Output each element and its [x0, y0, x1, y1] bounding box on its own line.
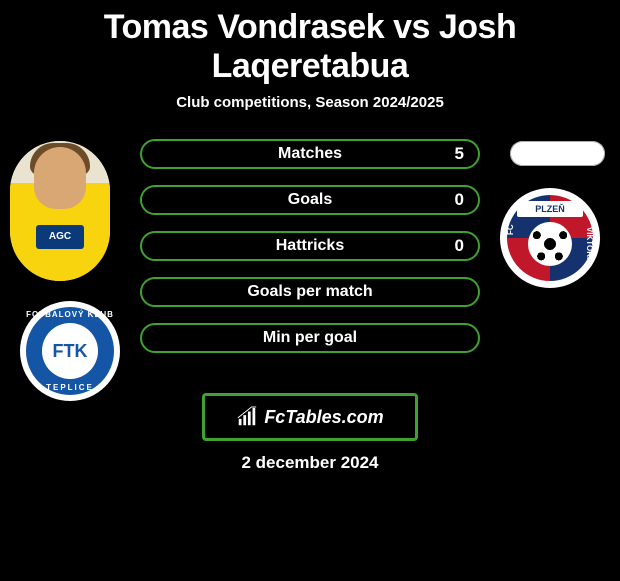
footer-date: 2 december 2024: [0, 453, 620, 473]
plzen-banner: PLZEŇ: [517, 201, 583, 217]
stat-row-matches: Matches 5: [140, 139, 480, 169]
comparison-canvas: AGC FOTBALOVÝ KLUB TEPLICE FTK PLZEŇ FC …: [0, 111, 620, 581]
teplice-ring-bottom: TEPLICE: [26, 383, 114, 392]
stat-row-goals-per-match: Goals per match: [140, 277, 480, 307]
stat-label: Goals: [288, 191, 332, 209]
teplice-ring-top: FOTBALOVÝ KLUB: [26, 310, 114, 319]
club1-logo: FOTBALOVÝ KLUB TEPLICE FTK: [20, 301, 120, 401]
page-title: Tomas Vondrasek vs Josh Laqeretabua: [0, 0, 620, 86]
plzen-side-left: FC: [506, 224, 515, 235]
subtitle: Club competitions, Season 2024/2025: [0, 94, 620, 111]
stat-row-goals: Goals 0: [140, 185, 480, 215]
plzen-badge-outer: PLZEŇ FC VIKTORIA: [504, 192, 596, 284]
teplice-badge-outer: FOTBALOVÝ KLUB TEPLICE FTK: [26, 307, 114, 395]
brand-text: FcTables.com: [264, 407, 383, 428]
player2-photo-placeholder: [510, 141, 605, 166]
player1-photo: AGC: [10, 141, 110, 281]
player1-name: Tomas Vondrasek: [104, 8, 384, 46]
stat-label: Matches: [278, 145, 342, 163]
brand-box: FcTables.com: [202, 393, 418, 441]
player1-chest-logo: AGC: [36, 225, 84, 249]
player1-head: [34, 147, 86, 209]
plzen-side-right: VIKTORIA: [585, 227, 594, 265]
stat-label: Min per goal: [263, 329, 357, 347]
stat-row-min-per-goal: Min per goal: [140, 323, 480, 353]
stat-row-hattricks: Hattricks 0: [140, 231, 480, 261]
stat-label: Hattricks: [276, 237, 344, 255]
player1-jersey: AGC: [10, 141, 110, 281]
teplice-monogram: FTK: [42, 323, 98, 379]
stat-label: Goals per match: [247, 283, 372, 301]
bar-chart-icon: [236, 406, 258, 428]
stat-value: 5: [455, 144, 464, 164]
club2-logo: PLZEŇ FC VIKTORIA: [500, 188, 600, 288]
soccer-ball-icon: [528, 222, 572, 266]
vs-text: vs: [393, 8, 430, 46]
stat-value: 0: [455, 190, 464, 210]
stat-value: 0: [455, 236, 464, 256]
